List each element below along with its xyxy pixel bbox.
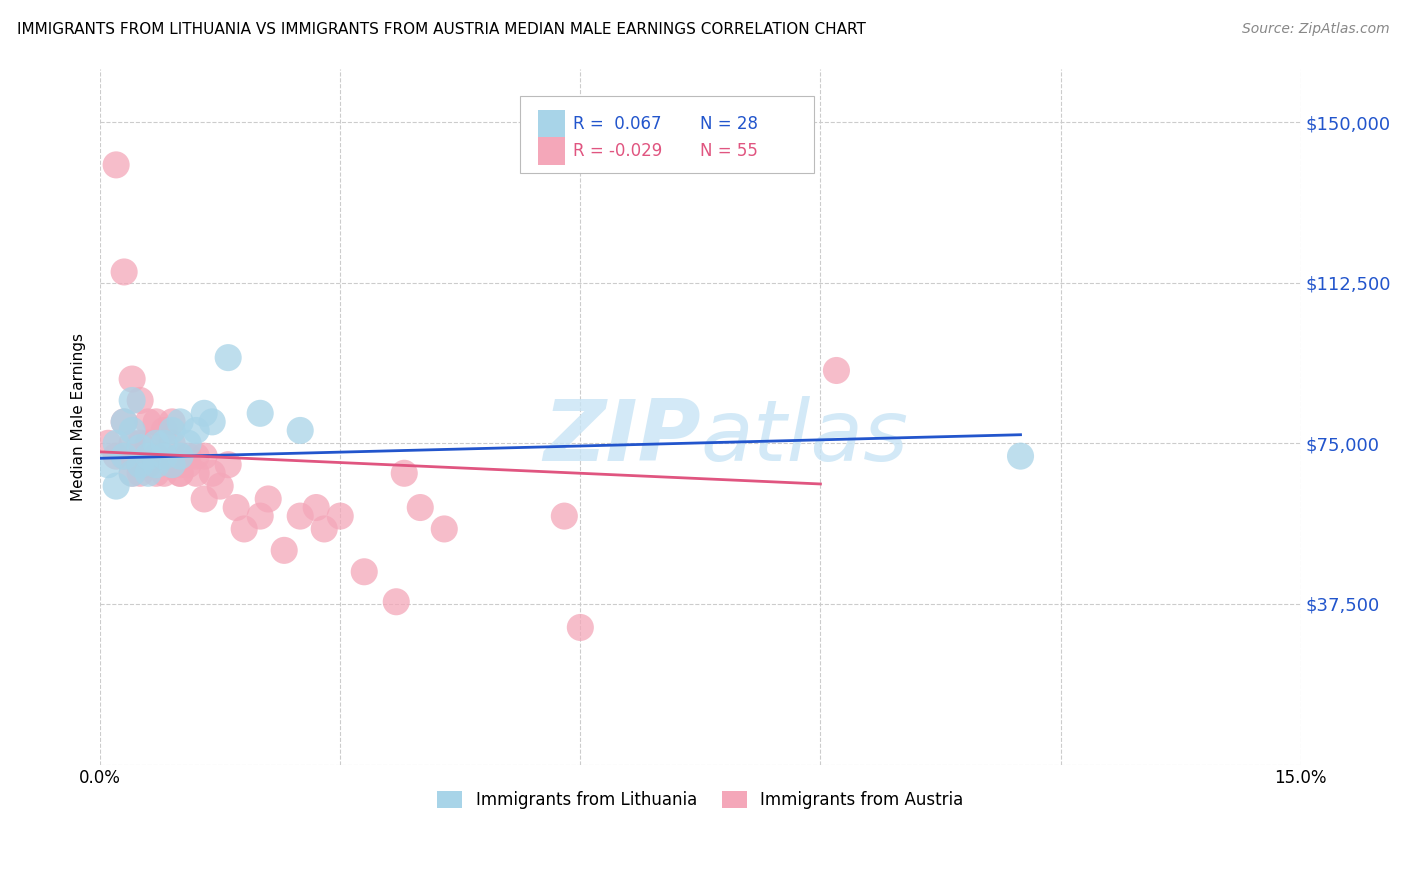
Point (129, 467, 152, 481)
Point (186, 424, 208, 438)
Legend: Immigrants from Lithuania, Immigrants from Austria: Immigrants from Lithuania, Immigrants fr… (430, 784, 970, 815)
Point (129, 441, 152, 455)
Text: R = -0.029: R = -0.029 (574, 142, 662, 160)
Text: N = 28: N = 28 (700, 115, 758, 133)
Point (129, 458, 152, 472)
Point (169, 449, 191, 463)
Point (136, 415, 159, 429)
Point (129, 393, 152, 408)
Text: ZIP: ZIP (543, 396, 700, 479)
Point (145, 449, 167, 463)
Point (201, 467, 224, 481)
Point (177, 449, 200, 463)
Point (169, 458, 191, 472)
Text: N = 55: N = 55 (700, 142, 758, 160)
Point (97, 458, 120, 472)
Point (136, 436, 159, 450)
Point (160, 458, 183, 472)
Point (97, 436, 120, 450)
Point (105, 158, 128, 172)
Point (394, 467, 416, 481)
Text: R =  0.067: R = 0.067 (574, 115, 662, 133)
Point (121, 393, 143, 408)
Point (129, 458, 152, 472)
Point (136, 467, 159, 481)
Point (112, 415, 135, 429)
FancyBboxPatch shape (520, 96, 814, 173)
Point (112, 449, 135, 463)
Point (160, 424, 183, 438)
Bar (538, 136, 565, 164)
Point (217, 351, 239, 365)
Point (136, 449, 159, 463)
Point (233, 522, 256, 536)
Point (217, 458, 239, 472)
Point (314, 522, 336, 536)
Point (249, 406, 271, 420)
Point (290, 424, 312, 438)
Point (409, 500, 432, 515)
Point (121, 467, 143, 481)
Point (193, 449, 215, 463)
Point (177, 458, 200, 472)
Point (433, 522, 456, 536)
Point (169, 467, 191, 481)
Point (105, 479, 128, 493)
Point (186, 467, 208, 481)
Point (145, 415, 167, 429)
Y-axis label: Median Male Earnings: Median Male Earnings (72, 333, 86, 500)
Point (169, 415, 191, 429)
Point (193, 406, 215, 420)
Point (153, 467, 176, 481)
Point (201, 415, 224, 429)
Point (290, 509, 312, 524)
Point (186, 449, 208, 463)
Point (105, 436, 128, 450)
Point (129, 436, 152, 450)
Point (225, 500, 247, 515)
Point (385, 595, 408, 609)
Point (145, 458, 167, 472)
Point (112, 265, 135, 279)
Point (121, 467, 143, 481)
Point (169, 449, 191, 463)
Point (169, 467, 191, 481)
Point (153, 449, 176, 463)
Text: IMMIGRANTS FROM LITHUANIA VS IMMIGRANTS FROM AUSTRIA MEDIAN MALE EARNINGS CORREL: IMMIGRANTS FROM LITHUANIA VS IMMIGRANTS … (17, 22, 866, 37)
Point (193, 491, 215, 506)
Point (121, 436, 143, 450)
Point (249, 509, 271, 524)
Point (353, 565, 375, 579)
Point (112, 415, 135, 429)
Point (329, 509, 352, 524)
Point (153, 424, 176, 438)
Text: Source: ZipAtlas.com: Source: ZipAtlas.com (1241, 22, 1389, 37)
Point (273, 543, 295, 558)
Point (153, 449, 176, 463)
Point (121, 424, 143, 438)
Point (153, 436, 176, 450)
Point (160, 436, 183, 450)
Point (105, 449, 128, 463)
Bar (538, 111, 565, 138)
Point (112, 449, 135, 463)
Point (145, 467, 167, 481)
Point (825, 363, 848, 377)
Point (160, 415, 183, 429)
Point (209, 479, 232, 493)
Point (305, 500, 328, 515)
Point (1010, 449, 1032, 463)
Point (160, 458, 183, 472)
Point (553, 509, 575, 524)
Point (121, 372, 143, 386)
Point (569, 620, 592, 634)
Point (177, 436, 200, 450)
Point (136, 458, 159, 472)
Point (145, 436, 167, 450)
Point (257, 491, 280, 506)
Text: atlas: atlas (700, 396, 908, 479)
